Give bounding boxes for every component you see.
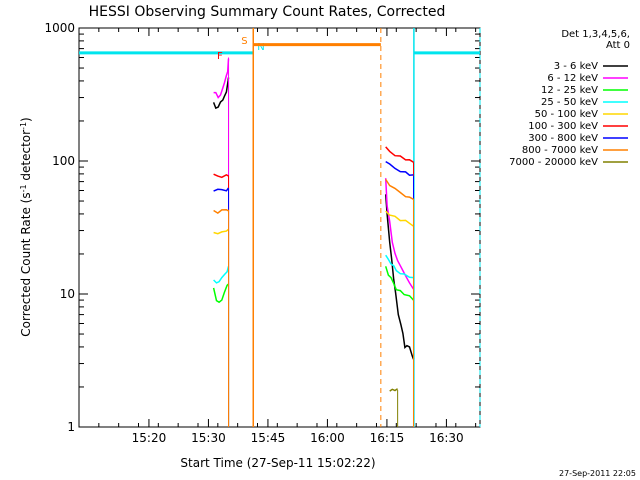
series-line — [213, 58, 230, 99]
y-axis-label-part-1: Corrected Count Rate (s — [19, 192, 33, 336]
legend-header: Att 0 — [606, 40, 630, 51]
series-8 — [213, 178, 414, 427]
legend-label: 3 - 6 keV — [554, 61, 598, 72]
legend-label: 800 - 7000 keV — [522, 145, 598, 156]
y-tick-label: 10 — [60, 287, 75, 301]
x-tick-label: 15:30 — [191, 431, 226, 445]
y-axis-label-part-2: detector — [19, 130, 33, 185]
series-line — [212, 77, 230, 110]
legend-label: 6 - 12 keV — [547, 73, 598, 84]
x-tick-label: 16:00 — [310, 431, 345, 445]
series-line — [213, 228, 229, 235]
series-line — [213, 187, 230, 192]
y-axis-label-part-3: ) — [19, 117, 33, 122]
series-1 — [212, 77, 415, 427]
legend-label: 25 - 50 keV — [541, 97, 598, 108]
series-9 — [389, 388, 399, 427]
series-group — [212, 57, 415, 427]
y-axis-label-exponent-2: -1 — [19, 122, 28, 130]
axis-ticks: 1 10 100 1000 15:20 15:30 15:45 16:00 16:15 16:30 — [44, 21, 480, 445]
saa-label: S — [241, 36, 247, 47]
series-line — [385, 178, 414, 201]
chart-title: HESSI Observing Summary Count Rates, Cor… — [89, 4, 446, 20]
series-line — [389, 388, 399, 392]
y-tick-label: 1 — [67, 420, 75, 434]
legend-label: 12 - 25 keV — [541, 85, 598, 96]
x-tick-label: 15:20 — [132, 431, 167, 445]
y-axis-label-exponent-1: -1 — [19, 184, 28, 192]
y-tick-label: 100 — [52, 154, 75, 168]
legend-label: 300 - 800 keV — [528, 133, 598, 144]
x-tick-label: 16:15 — [370, 431, 405, 445]
x-tick-label: 16:30 — [429, 431, 464, 445]
x-axis-label: Start Time (27-Sep-11 15:02:22) — [180, 456, 375, 470]
legend-header: Det 1,3,4,5,6, — [561, 29, 630, 40]
series-4 — [213, 254, 414, 427]
series-7 — [213, 160, 414, 427]
flare-marker-label: F — [217, 51, 223, 62]
series-line — [213, 208, 229, 215]
series-line — [385, 160, 414, 176]
series-line — [385, 254, 414, 279]
series-3 — [212, 266, 415, 427]
night-label: N — [257, 42, 264, 53]
flag-lines: NS F — [79, 28, 481, 427]
x-tick-label: 15:45 — [251, 431, 286, 445]
series-line — [213, 173, 229, 179]
footer-date: 27-Sep-2011 22:05 — [559, 469, 636, 478]
legend-label: 50 - 100 keV — [535, 109, 599, 120]
series-line — [384, 266, 415, 301]
series-2 — [213, 57, 415, 427]
series-line — [384, 178, 415, 290]
series-line — [385, 210, 414, 227]
series-line — [213, 266, 230, 284]
series-line — [384, 194, 415, 360]
series-6 — [213, 146, 414, 427]
series-line — [212, 283, 229, 304]
legend-label: 7000 - 20000 keV — [509, 157, 598, 168]
legend-label: 100 - 300 keV — [528, 121, 598, 132]
y-tick-label: 1000 — [44, 21, 75, 35]
series-line — [385, 146, 414, 163]
series-5 — [213, 210, 414, 427]
y-axis-label: Corrected Count Rate (s-1 detector-1) — [19, 117, 34, 336]
plot-frame — [78, 27, 481, 428]
